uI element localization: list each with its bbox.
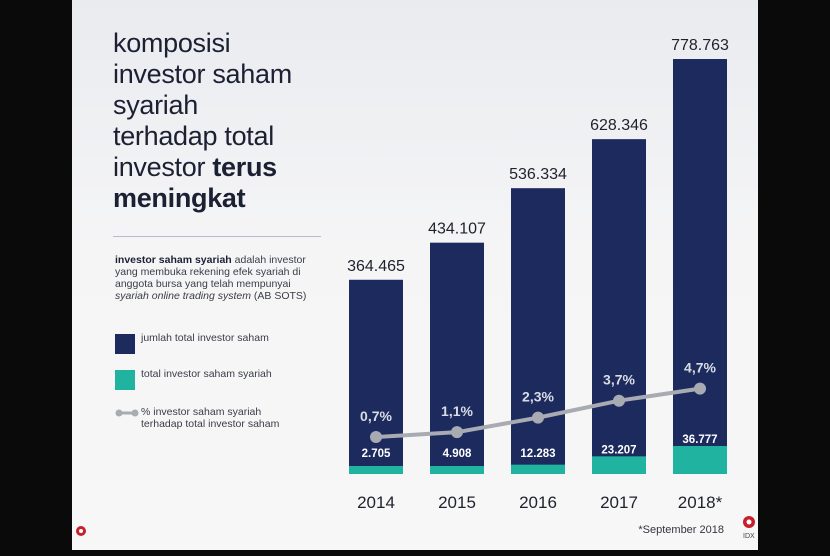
bar-total-label-2016: 536.334 bbox=[509, 166, 567, 183]
idx-logo-text: IDX bbox=[743, 533, 755, 540]
description-text-2: (AB SOTS) bbox=[250, 290, 307, 302]
title-line-3: syariah bbox=[113, 90, 198, 120]
footnote: *September 2018 bbox=[638, 524, 724, 536]
bar-total-2016 bbox=[511, 188, 565, 474]
slide: komposisi investor saham syariah terhada… bbox=[72, 0, 758, 550]
bar-total-label-2017: 628.346 bbox=[590, 117, 648, 134]
legend-label-total: jumlah total investor saham bbox=[141, 332, 269, 344]
percent-label-2014: 0,7% bbox=[360, 408, 392, 424]
bar-syariah-2018 bbox=[673, 446, 727, 474]
bar-syariah-2014 bbox=[349, 466, 403, 474]
x-tick-label-2014: 2014 bbox=[357, 493, 395, 512]
bar-syariah-2017 bbox=[592, 456, 646, 474]
bar-syariah-label-2014: 2.705 bbox=[362, 448, 391, 460]
chart-title: komposisi investor saham syariah terhada… bbox=[113, 28, 363, 214]
bar-total-label-2015: 434.107 bbox=[428, 221, 486, 238]
logo-left-icon bbox=[76, 526, 86, 536]
percent-label-2017: 3,7% bbox=[603, 372, 635, 388]
percent-label-2018: 4,7% bbox=[684, 360, 716, 376]
x-tick-label-2015: 2015 bbox=[438, 493, 476, 512]
description-italic: syariah online trading system bbox=[115, 290, 251, 302]
title-line-5: investor terus bbox=[113, 152, 363, 183]
bar-total-label-2014: 364.465 bbox=[347, 258, 405, 275]
title-divider bbox=[113, 236, 321, 237]
percent-label-2015: 1,1% bbox=[441, 403, 473, 419]
idx-logo-icon bbox=[743, 516, 755, 528]
title-line-5-normal: investor bbox=[113, 152, 213, 182]
bar-syariah-label-2017: 23.207 bbox=[601, 444, 636, 456]
title-line-6: meningkat bbox=[113, 183, 363, 214]
title-line-6-bold: meningkat bbox=[113, 183, 246, 213]
x-tick-label-2017: 2017 bbox=[600, 493, 638, 512]
title-line-4: terhadap total bbox=[113, 121, 274, 151]
bar-total-2017 bbox=[592, 139, 646, 474]
title-line-5-bold: terus bbox=[212, 152, 277, 182]
bar-total-label-2018: 778.763 bbox=[671, 37, 729, 54]
bar-syariah-2016 bbox=[511, 464, 565, 474]
description-text-1: adalah investor yang membuka rekening ef… bbox=[115, 254, 306, 290]
x-tick-label-2016: 2016 bbox=[519, 493, 557, 512]
legend-label-syariah: total investor saham syariah bbox=[141, 368, 272, 380]
legend-label-percent: % investor saham syariah terhadap total … bbox=[141, 406, 280, 430]
legend-line-marker bbox=[115, 409, 139, 417]
percent-point-2014 bbox=[370, 431, 382, 443]
percent-point-2017 bbox=[613, 394, 625, 407]
title-line-1: komposisi bbox=[113, 28, 231, 58]
bar-total-2018 bbox=[673, 59, 727, 474]
bar-syariah-label-2018: 36.777 bbox=[682, 434, 717, 446]
percent-point-2018 bbox=[694, 382, 706, 395]
title-line-2: investor saham bbox=[113, 59, 292, 89]
percent-label-2016: 2,3% bbox=[522, 389, 554, 405]
bar-total-2015 bbox=[430, 242, 484, 474]
x-tick-label-2018: 2018* bbox=[678, 493, 723, 512]
legend-swatch-syariah bbox=[115, 370, 135, 390]
bar-syariah-label-2015: 4.908 bbox=[443, 448, 472, 460]
bar-chart: 364.465 2.705 2014 434.107 4.908 2015 536.334 1… bbox=[347, 37, 729, 512]
bar-syariah-label-2016: 12.283 bbox=[520, 448, 555, 460]
description-term: investor saham syariah bbox=[115, 254, 232, 266]
percent-point-2016 bbox=[532, 411, 544, 424]
percent-point-2015 bbox=[451, 426, 463, 439]
description: investor saham syariah adalah investor y… bbox=[115, 254, 325, 302]
bar-total-2014 bbox=[349, 279, 403, 474]
bar-syariah-2015 bbox=[430, 466, 484, 474]
legend-swatch-total bbox=[115, 334, 135, 354]
